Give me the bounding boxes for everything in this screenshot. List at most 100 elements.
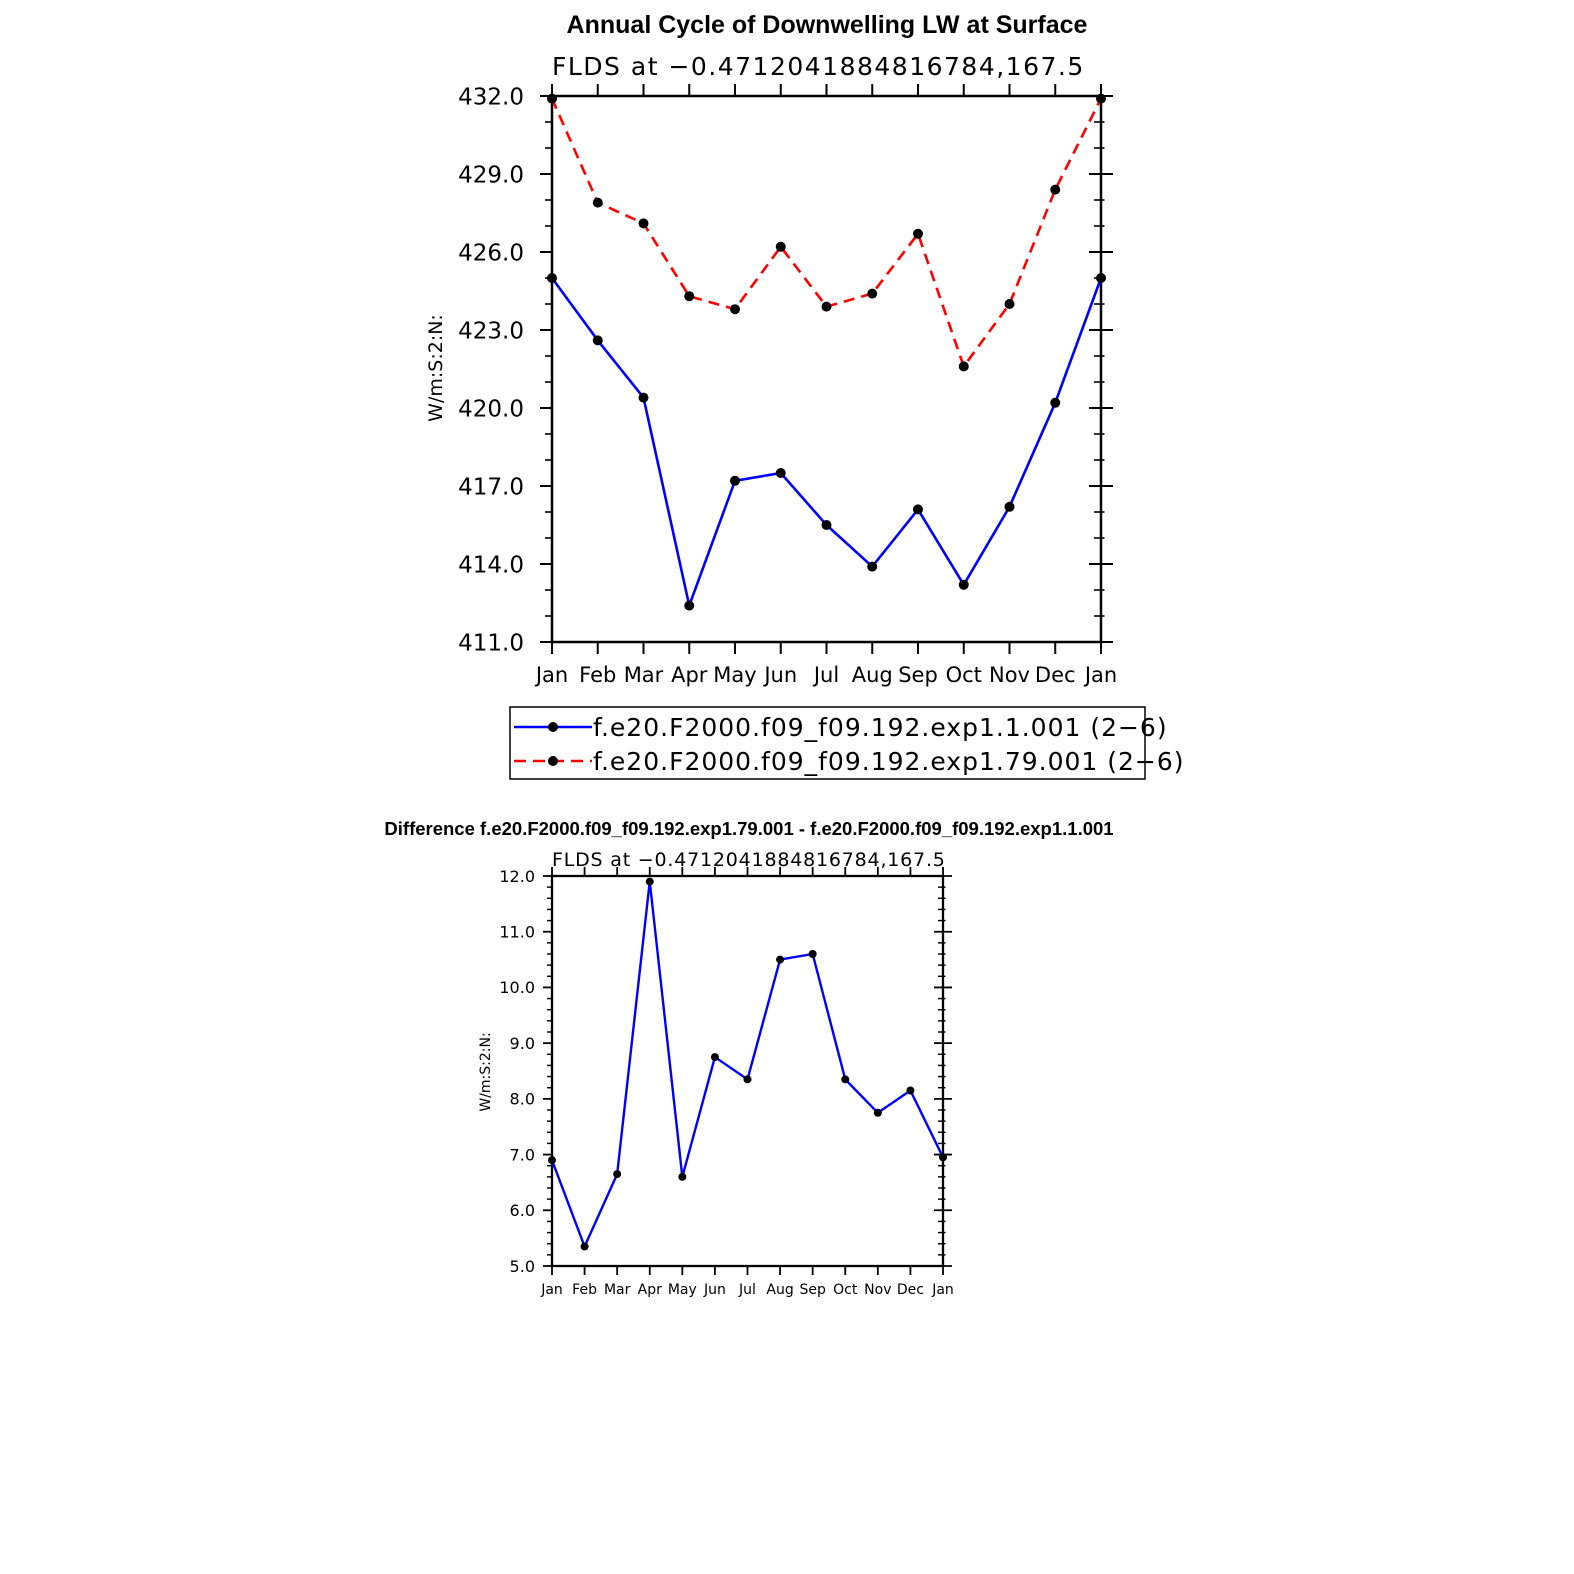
chart2-x-tick-label: Oct xyxy=(833,1282,858,1298)
chart2-y-tick-label: 7.0 xyxy=(510,1145,535,1164)
chart2-y-tick-label: 11.0 xyxy=(499,922,535,941)
chart1-x-tick-label: Oct xyxy=(946,663,982,687)
chart2-y-tick-label: 9.0 xyxy=(510,1034,535,1053)
chart1-series-2-point xyxy=(958,361,969,372)
annual-cycle-chart: Annual Cycle of Downwelling LW at Surfac… xyxy=(425,11,1185,780)
chart2-x-tick-label: Sep xyxy=(799,1282,826,1298)
chart1-series-2-line xyxy=(550,98,1103,368)
chart1-y-tick-label: 429.0 xyxy=(458,162,524,188)
chart1-series-2-point xyxy=(821,301,832,312)
chart1-series-2-point xyxy=(730,304,740,315)
chart1-series-1-point xyxy=(592,335,603,346)
chart1-x-tick-label: Jan xyxy=(1083,663,1117,687)
chart1-series-2-point xyxy=(638,218,649,229)
chart2-y-tick-label: 10.0 xyxy=(499,978,535,997)
chart1-x-tick-label: May xyxy=(713,663,756,687)
chart1-x-tick-label: Feb xyxy=(579,663,616,687)
chart1-series-2-point xyxy=(1004,299,1015,309)
chart2-title: Difference f.e20.F2000.f09_f09.192.exp1.… xyxy=(384,818,1113,839)
chart2-y-tick-label: 8.0 xyxy=(510,1090,535,1109)
chart1-y-tick-label: 423.0 xyxy=(458,318,524,344)
chart2-series-1-point xyxy=(710,1053,719,1062)
chart1-x-tick-label: Sep xyxy=(898,663,938,687)
legend-box xyxy=(509,706,1146,780)
chart1-series-2-point xyxy=(775,241,786,252)
chart2-x-tick-label: Jun xyxy=(703,1282,726,1298)
chart2-series-1-point xyxy=(906,1086,915,1095)
chart2-plot-frame xyxy=(550,874,945,1268)
chart2-series-1-point xyxy=(678,1172,687,1181)
chart1-legend: f.e20.F2000.f09_f09.192.exp1.1.001 (2−6)… xyxy=(509,706,1185,780)
chart1-plot-frame xyxy=(550,94,1103,644)
chart1-subtitle: FLDS at −0.4712041884816784,167.5 xyxy=(552,52,1085,81)
chart1-y-tick-label: 426.0 xyxy=(458,240,524,266)
chart2-series-1-point xyxy=(873,1108,882,1117)
chart1-x-tick-label: Aug xyxy=(852,663,893,687)
chart1-series-2-point xyxy=(1096,93,1106,104)
chart2-series-1-point xyxy=(939,1153,947,1162)
chart2-y-axis-label: W/m:S:2:N: xyxy=(478,1032,494,1111)
legend-marker-series-2 xyxy=(548,756,558,766)
chart2-series-1-point xyxy=(776,955,785,964)
chart2-series-1-line xyxy=(550,880,945,1248)
chart1-series-1-point xyxy=(913,504,923,515)
chart1-series-1-point xyxy=(821,520,832,530)
chart1-series-2-point xyxy=(547,93,557,104)
difference-chart: Difference f.e20.F2000.f09_f09.192.exp1.… xyxy=(384,818,1113,1298)
chart2-y-tick-label: 12.0 xyxy=(499,867,535,886)
chart1-x-tick-label: Jul xyxy=(812,663,839,687)
chart2-x-tick-label: Mar xyxy=(604,1282,631,1298)
legend-label-series-2: f.e20.F2000.f09_f09.192.exp1.79.001 (2−6… xyxy=(593,747,1185,776)
chart2-x-tick-label: Feb xyxy=(572,1282,597,1298)
chart2-series-1-point xyxy=(613,1170,622,1179)
chart1-series-2-point xyxy=(867,288,878,299)
chart1-y-axis-label: W/m:S:2:N: xyxy=(425,314,447,422)
legend-marker-series-1 xyxy=(548,722,558,732)
chart1-series-2-point xyxy=(1050,184,1061,195)
chart1-series-1-point xyxy=(638,392,649,403)
chart1-x-tick-label: Jan xyxy=(534,663,568,687)
chart2-series-1-point xyxy=(645,877,654,886)
chart1-series-1-point xyxy=(1050,397,1061,408)
chart1-series-1-point xyxy=(775,468,786,478)
chart2-x-tick-label: Jan xyxy=(931,1282,954,1298)
chart1-series-2-point xyxy=(913,228,923,239)
chart2-y-tick-label: 6.0 xyxy=(510,1201,535,1220)
chart2-series-1-point xyxy=(743,1075,752,1084)
chart1-y-tick-label: 411.0 xyxy=(458,630,524,656)
chart1-series-1-point xyxy=(867,561,878,572)
chart2-series-1-point xyxy=(580,1242,589,1251)
chart1-x-tick-label: Jun xyxy=(762,663,797,687)
chart2-x-tick-label: May xyxy=(668,1282,697,1298)
chart2-x-tick-label: Jan xyxy=(540,1282,563,1298)
chart1-series-1-line xyxy=(550,277,1103,607)
legend-label-series-1: f.e20.F2000.f09_f09.192.exp1.1.001 (2−6) xyxy=(593,713,1168,742)
chart1-series-1-point xyxy=(547,273,557,283)
chart2-subtitle: FLDS at −0.4712041884816784,167.5 xyxy=(552,849,946,871)
chart1-series-1-point xyxy=(958,579,969,590)
chart1-y-tick-label: 432.0 xyxy=(458,84,524,110)
chart2-x-tick-label: Nov xyxy=(864,1282,891,1298)
chart1-series-2-point xyxy=(592,197,603,208)
chart1-series-1-point xyxy=(684,600,695,611)
chart1-series-1-point xyxy=(1004,501,1015,512)
chart1-series-1-point xyxy=(1096,273,1106,283)
chart2-series-1-point xyxy=(808,950,817,958)
chart1-x-tick-label: Apr xyxy=(671,663,708,687)
chart1-title: Annual Cycle of Downwelling LW at Surfac… xyxy=(567,11,1088,39)
chart2-x-tick-label: Jul xyxy=(738,1282,756,1298)
chart1-series-2-point xyxy=(684,291,695,302)
chart2-y-tick-label: 5.0 xyxy=(510,1257,535,1276)
chart2-series-1-point xyxy=(841,1075,850,1084)
chart2-series-1-point xyxy=(548,1156,556,1165)
chart1-x-tick-label: Nov xyxy=(989,663,1030,687)
chart2-x-tick-label: Aug xyxy=(766,1282,793,1298)
chart1-x-tick-label: Mar xyxy=(624,663,664,687)
chart1-y-tick-label: 414.0 xyxy=(458,552,524,578)
chart1-y-tick-label: 417.0 xyxy=(458,474,524,500)
chart1-series-1-point xyxy=(730,475,740,486)
chart1-y-tick-label: 420.0 xyxy=(458,396,524,422)
chart2-x-tick-label: Apr xyxy=(638,1282,662,1298)
chart2-x-tick-label: Dec xyxy=(897,1282,924,1298)
